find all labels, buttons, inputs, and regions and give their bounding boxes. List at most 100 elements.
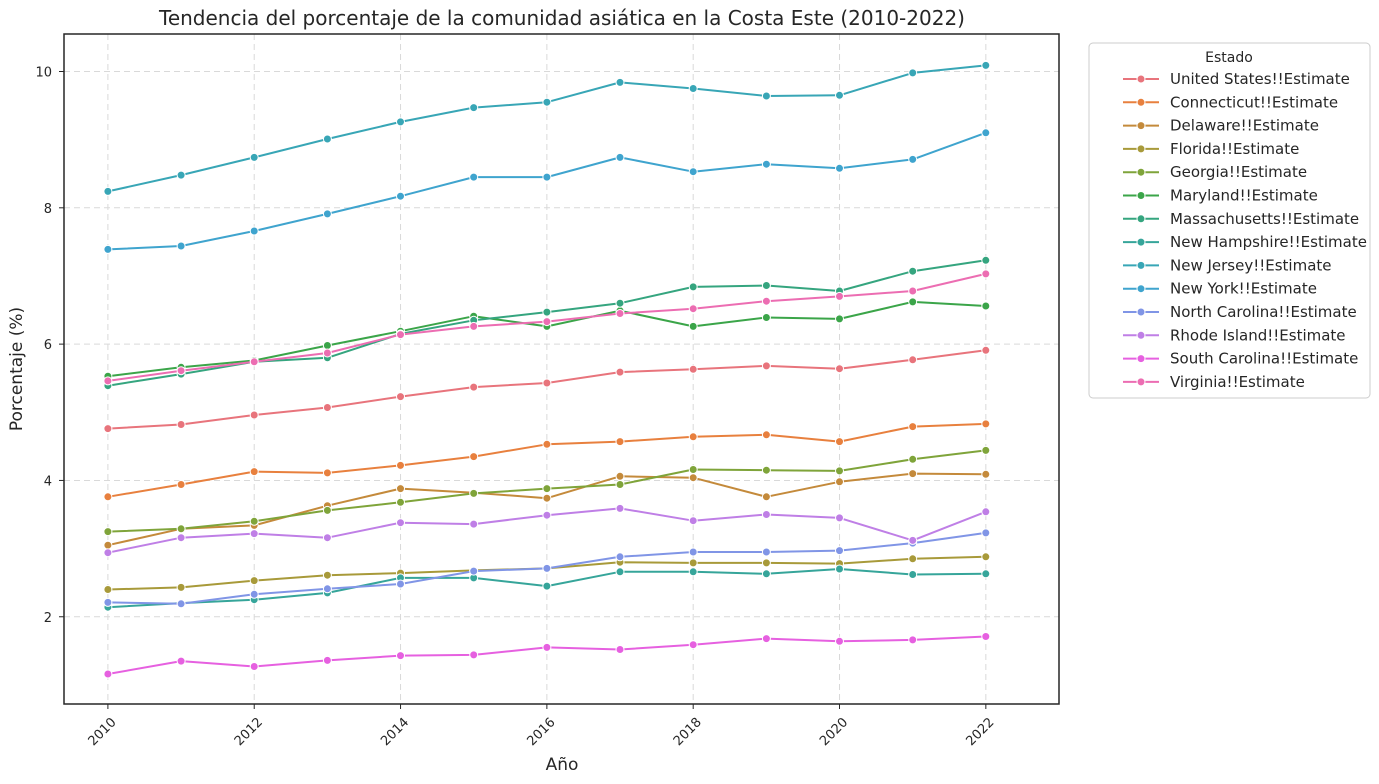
- data-point: [249, 529, 259, 539]
- data-point: [835, 477, 844, 487]
- legend-item: United States!!Estimate: [1123, 70, 1350, 88]
- data-point: [688, 84, 698, 93]
- data-point: [761, 558, 771, 568]
- data-point: [761, 430, 771, 440]
- series: [103, 345, 991, 434]
- data-point: [835, 291, 844, 301]
- legend-label: North Carolina!!Estimate: [1170, 303, 1357, 321]
- data-point: [761, 296, 771, 306]
- data-point: [761, 510, 771, 519]
- data-point: [688, 167, 698, 177]
- data-point: [981, 528, 991, 538]
- data-point: [249, 226, 259, 236]
- data-point: [469, 452, 479, 462]
- data-point: [176, 524, 186, 534]
- data-point: [688, 321, 698, 331]
- data-point: [103, 548, 113, 558]
- data-point: [542, 317, 552, 327]
- data-point: [176, 241, 186, 251]
- legend-item: New Hampshire!!Estimate: [1123, 233, 1367, 251]
- series: [103, 60, 991, 196]
- data-point: [542, 378, 552, 388]
- legend-item: Delaware!!Estimate: [1123, 117, 1319, 135]
- data-point: [981, 469, 991, 479]
- data-point: [322, 505, 332, 515]
- data-point: [176, 420, 186, 429]
- data-point: [249, 662, 259, 671]
- data-point: [542, 642, 552, 652]
- data-point: [981, 269, 991, 279]
- data-point: [103, 492, 113, 502]
- data-point: [176, 366, 186, 376]
- data-point: [761, 281, 771, 290]
- legend-item: Virginia!!Estimate: [1123, 373, 1305, 391]
- data-point: [761, 569, 771, 579]
- legend-item: South Carolina!!Estimate: [1123, 350, 1358, 368]
- data-point: [249, 516, 259, 526]
- y-tick-label: 10: [35, 65, 52, 80]
- data-point: [103, 527, 113, 537]
- data-point: [908, 469, 918, 479]
- data-point: [469, 382, 479, 392]
- legend: Estado United States!!Estimate Connecticu…: [1088, 42, 1371, 399]
- data-point: [835, 636, 844, 646]
- x-axis-title: Año: [546, 755, 579, 775]
- data-point: [688, 558, 698, 568]
- data-point: [615, 503, 625, 513]
- data-point: [322, 134, 332, 144]
- legend-marker: [1136, 121, 1146, 131]
- data-point: [761, 91, 771, 101]
- legend-item: Connecticut!!Estimate: [1123, 93, 1338, 111]
- data-point: [835, 90, 844, 100]
- legend-title: Estado: [1205, 50, 1253, 66]
- legend-label: Massachusetts!!Estimate: [1170, 210, 1359, 228]
- data-point: [176, 656, 186, 666]
- data-point: [322, 348, 332, 358]
- data-point: [761, 492, 771, 502]
- data-point: [981, 128, 991, 138]
- data-point: [981, 445, 991, 455]
- legend-marker: [1136, 167, 1146, 177]
- data-point: [908, 154, 918, 164]
- data-point: [688, 567, 698, 577]
- data-point: [396, 460, 405, 470]
- y-tick-label: 4: [44, 474, 52, 489]
- data-point: [615, 567, 625, 577]
- series-line: [107, 131, 987, 251]
- data-point: [322, 468, 332, 478]
- data-point: [249, 467, 259, 477]
- legend-item: New York!!Estimate: [1123, 280, 1317, 298]
- data-point: [469, 650, 479, 660]
- legend-marker: [1136, 354, 1146, 364]
- data-point: [249, 152, 259, 162]
- data-point: [908, 535, 918, 545]
- data-point: [396, 579, 405, 589]
- data-point: [396, 191, 405, 201]
- data-point: [103, 186, 113, 196]
- data-point: [103, 597, 113, 607]
- series: [103, 269, 991, 386]
- data-point: [322, 209, 332, 219]
- data-point: [835, 364, 844, 374]
- data-point: [761, 547, 771, 557]
- legend-marker: [1136, 144, 1146, 154]
- data-point: [615, 309, 625, 318]
- legend-marker: [1136, 74, 1146, 84]
- data-point: [322, 533, 332, 543]
- legend-label: Maryland!!Estimate: [1170, 187, 1318, 205]
- data-point: [981, 345, 991, 355]
- data-point: [908, 635, 918, 645]
- data-point: [542, 172, 552, 182]
- data-point: [688, 516, 698, 526]
- data-point: [835, 163, 844, 173]
- data-point: [835, 466, 844, 476]
- data-point: [542, 563, 552, 573]
- data-point: [103, 669, 113, 679]
- legend-label: Rhode Island!!Estimate: [1170, 326, 1346, 344]
- legend-label: Florida!!Estimate: [1170, 140, 1299, 158]
- legend-item: Maryland!!Estimate: [1123, 187, 1318, 205]
- data-point: [396, 117, 405, 127]
- series: [103, 503, 991, 558]
- data-point: [981, 569, 991, 579]
- data-point: [981, 301, 991, 311]
